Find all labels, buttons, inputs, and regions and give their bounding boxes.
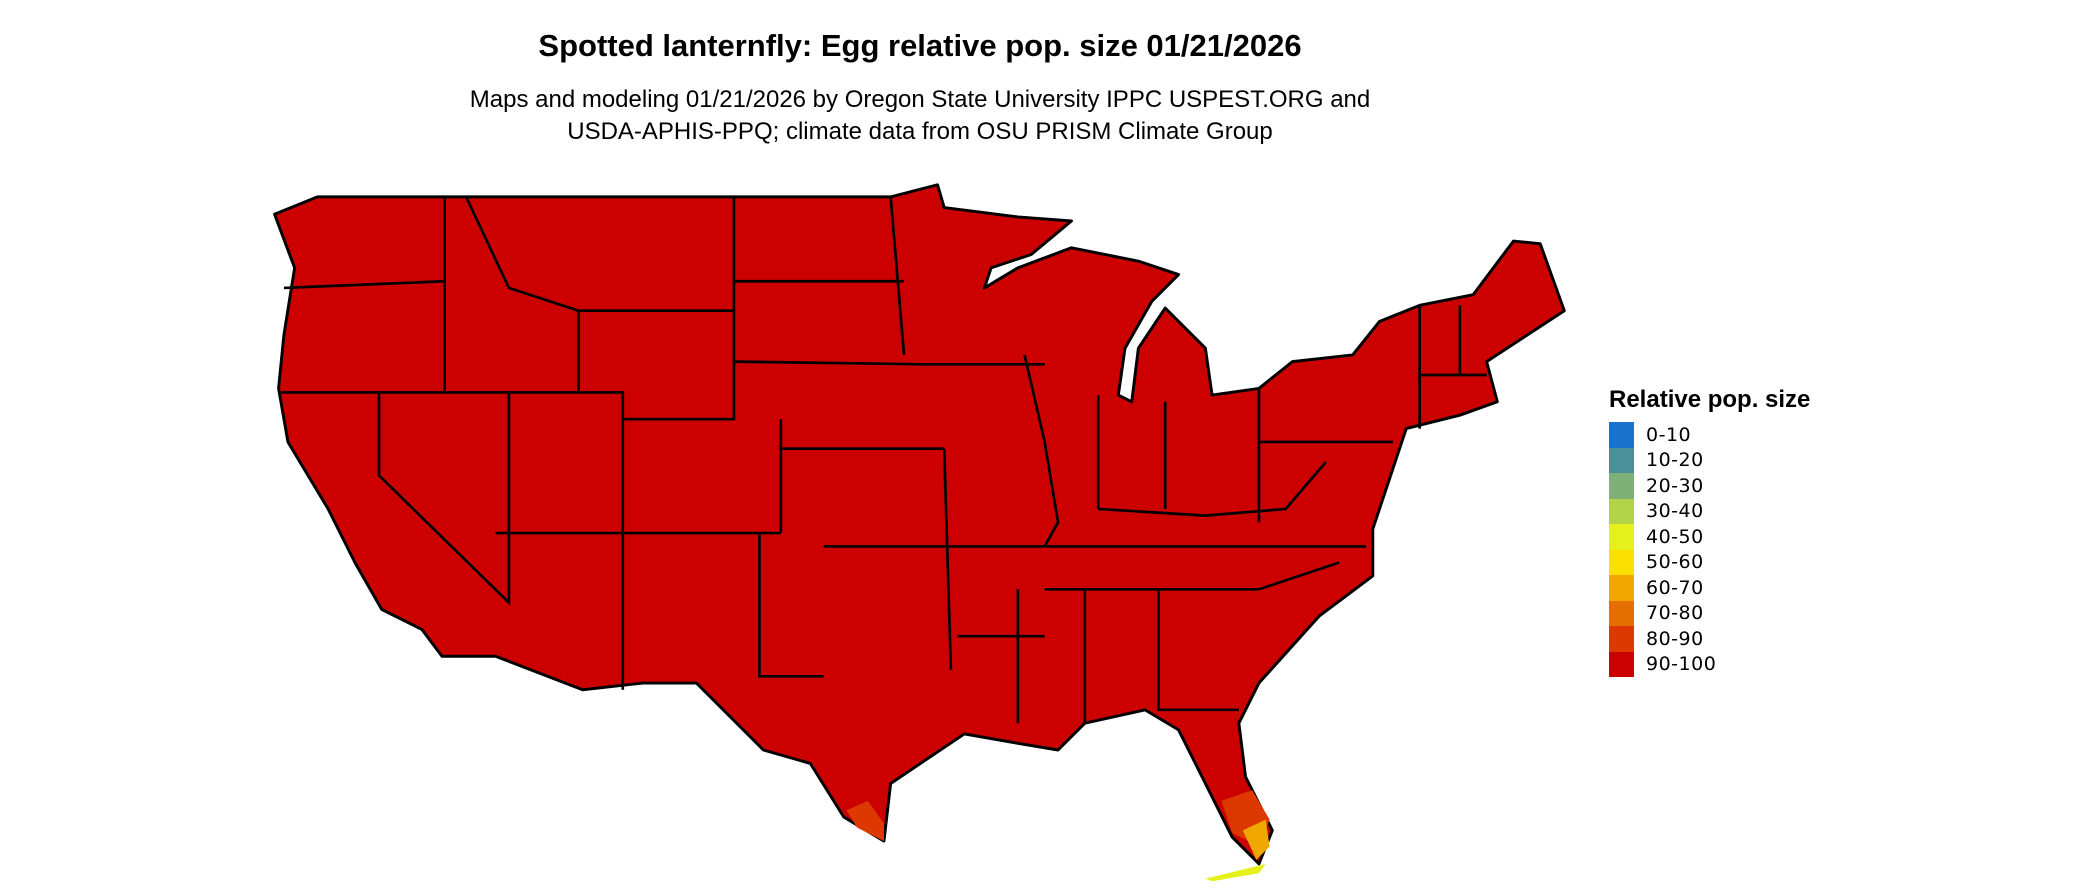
legend-label: 70-80 [1646, 602, 1704, 625]
us-outline [273, 183, 1566, 866]
legend-label: 60-70 [1646, 576, 1704, 599]
legend-label: 80-90 [1646, 627, 1704, 650]
legend: Relative pop. size 0-10 10-20 20-30 30-40 40… [1609, 386, 1810, 677]
legend-label: 30-40 [1646, 500, 1704, 523]
legend-label: 0-10 [1646, 423, 1692, 446]
legend-item: 60-70 [1609, 575, 1810, 601]
legend-item: 30-40 [1609, 498, 1810, 524]
legend-swatch [1609, 524, 1634, 550]
legend-swatch [1609, 600, 1634, 626]
map-subtitle-line-2: USDA-APHIS-PPQ; climate data from OSU PR… [567, 118, 1273, 145]
legend-swatch [1609, 626, 1634, 652]
legend-item: 40-50 [1609, 524, 1810, 550]
legend-label: 90-100 [1646, 653, 1717, 676]
legend-label: 50-60 [1646, 551, 1704, 574]
legend-item: 50-60 [1609, 549, 1810, 575]
legend-label: 20-30 [1646, 474, 1704, 497]
legend-item: 0-10 [1609, 422, 1810, 448]
legend-swatch [1609, 549, 1634, 575]
state-borders [281, 196, 1487, 724]
map-title: Spotted lanternfly: Egg relative pop. si… [538, 28, 1302, 63]
legend-item: 10-20 [1609, 447, 1810, 473]
legend-item: 90-100 [1609, 651, 1810, 677]
legend-swatch [1609, 575, 1634, 601]
legend-title: Relative pop. size [1609, 386, 1811, 413]
legend-label: 10-20 [1646, 449, 1704, 472]
legend-item: 20-30 [1609, 473, 1810, 499]
legend-item: 80-90 [1609, 626, 1810, 652]
south-texas-warm-patch [846, 800, 884, 842]
map-subtitle-line-1: Maps and modeling 01/21/2026 by Oregon S… [469, 86, 1371, 113]
legend-label: 40-50 [1646, 525, 1704, 548]
legend-swatch [1609, 651, 1634, 677]
legend-swatch [1609, 473, 1634, 499]
legend-swatch [1609, 422, 1634, 448]
legend-swatch [1609, 498, 1634, 524]
south-florida-patch-60-70 [1242, 819, 1270, 860]
legend-item: 70-80 [1609, 600, 1810, 626]
legend-swatch [1609, 447, 1634, 473]
florida-keys-patch [1205, 863, 1266, 882]
